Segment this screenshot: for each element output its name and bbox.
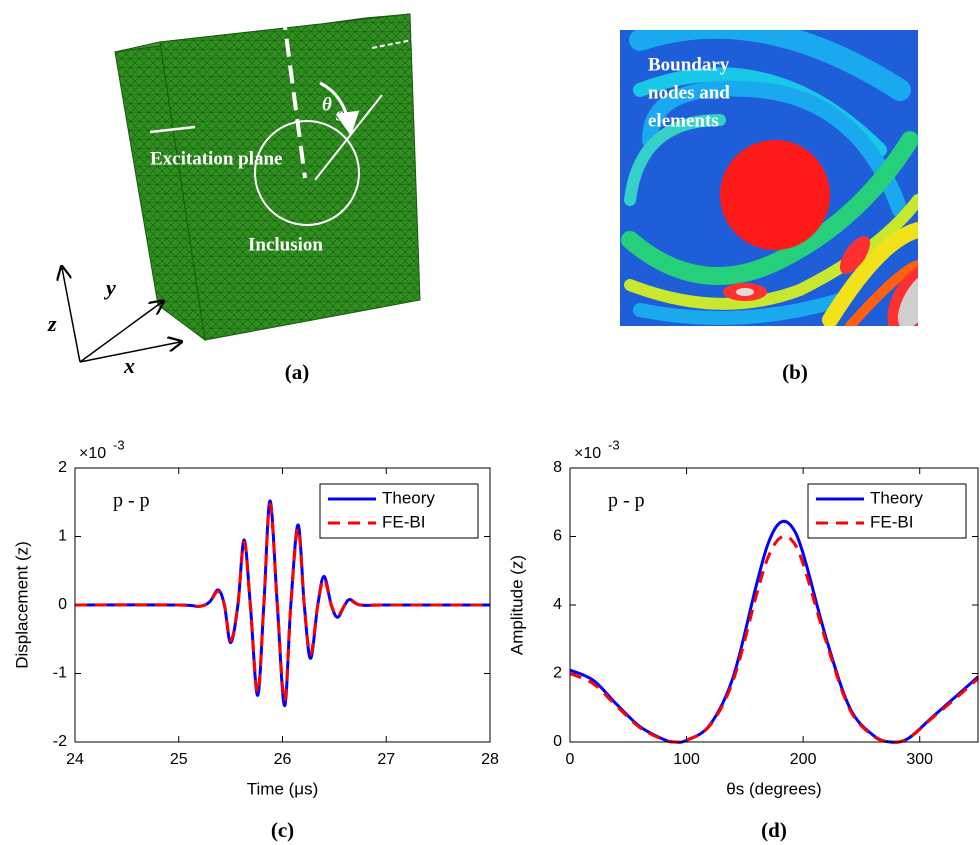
caption: (b) bbox=[782, 360, 808, 384]
x-tick-label: 0 bbox=[566, 751, 575, 768]
caption: (d) bbox=[761, 818, 787, 842]
axis-y: y bbox=[103, 275, 116, 300]
x-tick-label: 24 bbox=[66, 751, 84, 768]
label-boundary: Boundary bbox=[648, 54, 730, 75]
axes-frame bbox=[569, 467, 979, 743]
y-tick-label: 6 bbox=[553, 528, 562, 545]
y-tick-label: 0 bbox=[58, 596, 67, 613]
exponent: -3 bbox=[113, 437, 125, 452]
annotation: p - p bbox=[113, 490, 150, 512]
legend-label: FE-BI bbox=[870, 512, 913, 531]
axis-x: x bbox=[123, 353, 135, 378]
x-tick-label: 100 bbox=[673, 751, 700, 768]
x-axis-label: Time (μs) bbox=[247, 779, 319, 798]
exponent: ×10 bbox=[79, 445, 106, 462]
y-axis-label: Displacement (z) bbox=[12, 541, 31, 669]
x-tick-label: 27 bbox=[377, 751, 395, 768]
caption: (c) bbox=[271, 818, 294, 842]
x-tick-label: 200 bbox=[790, 751, 817, 768]
y-tick-label: 1 bbox=[58, 528, 67, 545]
y-tick-label: 8 bbox=[553, 459, 562, 476]
y-tick-label: 0 bbox=[553, 733, 562, 750]
legend: Theory FE-BI bbox=[319, 483, 479, 539]
legend-label: FE-BI bbox=[382, 512, 425, 531]
series-line bbox=[74, 502, 491, 703]
exponent: ×10 bbox=[574, 445, 601, 462]
y-tick-label: 2 bbox=[58, 459, 67, 476]
legend-box bbox=[807, 483, 967, 539]
mesh-block bbox=[114, 11, 421, 342]
label-boundary: elements bbox=[648, 110, 719, 131]
y-tick-label: 2 bbox=[553, 665, 562, 682]
y-tick-label: 4 bbox=[553, 596, 562, 613]
annotation: p - p bbox=[608, 490, 645, 512]
label-theta-sub: s bbox=[335, 104, 343, 125]
legend-label: Theory bbox=[870, 488, 923, 507]
caption: (a) bbox=[285, 360, 310, 384]
label-inclusion: Inclusion bbox=[248, 234, 323, 255]
axes-triad bbox=[62, 268, 180, 363]
series-line bbox=[74, 499, 491, 708]
y-tick-label: -1 bbox=[53, 665, 67, 682]
legend-label: Theory bbox=[382, 488, 435, 507]
label-excitation: Excitation plane bbox=[150, 148, 282, 169]
x-tick-label: 28 bbox=[481, 751, 499, 768]
x-tick-label: 25 bbox=[170, 751, 188, 768]
legend: Theory FE-BI bbox=[807, 483, 967, 539]
axis-z: z bbox=[47, 311, 57, 336]
x-tick-label: 300 bbox=[906, 751, 933, 768]
label-boundary: nodes and bbox=[648, 82, 730, 103]
x-tick-label: 26 bbox=[274, 751, 292, 768]
x-axis-label: θs (degrees) bbox=[726, 779, 821, 798]
contour-image bbox=[620, 30, 918, 326]
legend-box bbox=[319, 483, 479, 539]
y-tick-label: -2 bbox=[53, 733, 67, 750]
label-theta: θ bbox=[322, 94, 332, 115]
y-axis-label: Amplitude (z) bbox=[507, 555, 526, 655]
exponent: -3 bbox=[608, 437, 620, 452]
axes-frame bbox=[74, 467, 491, 743]
